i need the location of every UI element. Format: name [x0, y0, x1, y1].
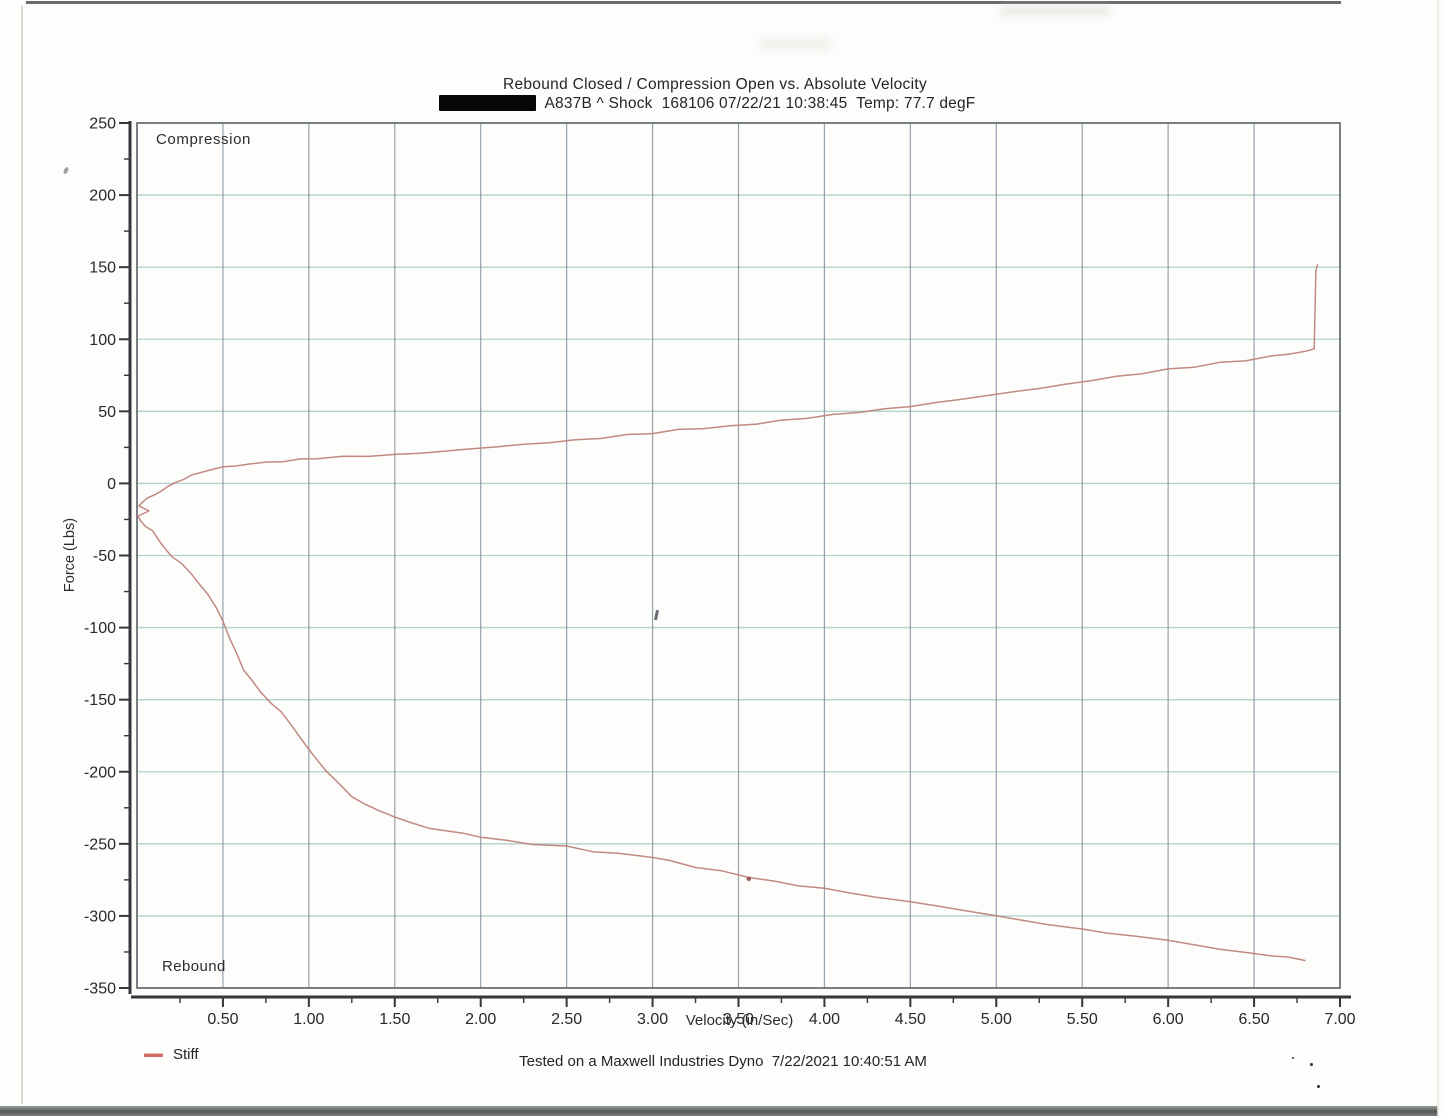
- y-tick-label: -250: [84, 836, 116, 853]
- rebound-curve: [137, 505, 1306, 962]
- x-tick-label: 5.50: [1067, 1011, 1098, 1028]
- x-axis-label: Velocity (in/Sec): [685, 1012, 794, 1029]
- footer-text: Tested on a Maxwell Industries Dyno 7/22…: [519, 1053, 927, 1070]
- x-tick-label: 7.00: [1324, 1011, 1355, 1028]
- chart-subtitle-text: A837B ^ Shock 168106 07/22/21 10:38:45 T…: [544, 95, 976, 112]
- gridlines: [136, 122, 1341, 989]
- x-tick-label: 2.50: [551, 1011, 582, 1028]
- x-tick-label: 5.00: [981, 1011, 1012, 1028]
- redaction-bar: [438, 95, 536, 111]
- y-tick-label: 50: [98, 404, 116, 421]
- y-tick-label: -300: [84, 908, 116, 925]
- plot-border: [136, 122, 1341, 989]
- y-tick-label: -350: [84, 981, 116, 998]
- series-curves: [137, 264, 1319, 962]
- chart-subtitle: A837B ^ Shock 168106 07/22/21 10:38:45 T…: [10, 95, 1404, 113]
- y-tick-label: 0: [107, 476, 116, 493]
- legend-item-stiff: Stiff: [173, 1046, 199, 1063]
- x-tick-label: 1.00: [293, 1011, 324, 1028]
- x-tick-label: 3.00: [637, 1011, 668, 1028]
- y-tick-label: -150: [84, 692, 116, 709]
- x-tick-label: 6.50: [1239, 1011, 1270, 1028]
- x-tick-label: 2.00: [465, 1011, 496, 1028]
- region-label-compression: Compression: [156, 131, 251, 148]
- x-tick-label: 4.50: [895, 1011, 926, 1028]
- y-tick-label: 100: [89, 332, 116, 349]
- x-tick-label: 0.50: [207, 1011, 238, 1028]
- y-tick-label: -50: [93, 548, 116, 565]
- x-tick-label: 6.00: [1153, 1011, 1184, 1028]
- region-label-rebound: Rebound: [162, 958, 226, 975]
- x-tick-label: 4.00: [809, 1011, 840, 1028]
- legend-dash-icon: [144, 1052, 163, 1057]
- y-tick-label: -100: [84, 620, 116, 637]
- x-tick-label: 1.50: [379, 1011, 410, 1028]
- y-tick-label: 250: [89, 116, 116, 133]
- y-tick-label: -200: [84, 764, 116, 781]
- stray-data-point: [746, 876, 752, 882]
- axes: [119, 121, 1351, 1007]
- tick-labels: 250 200 150 100 50 0 -50 -100 -150 -200 -250 -300 -3…: [84, 116, 1356, 1029]
- y-tick-label: 150: [89, 260, 116, 277]
- y-tick-label: 200: [89, 188, 116, 205]
- y-axis-label: Force (Lbs): [62, 517, 78, 593]
- x-tick-label: 3.50: [723, 1011, 754, 1028]
- chart-title: Rebound Closed / Compression Open vs. Ab…: [502, 76, 928, 93]
- legend: Stiff: [144, 1046, 199, 1063]
- compression-curve: [138, 264, 1319, 507]
